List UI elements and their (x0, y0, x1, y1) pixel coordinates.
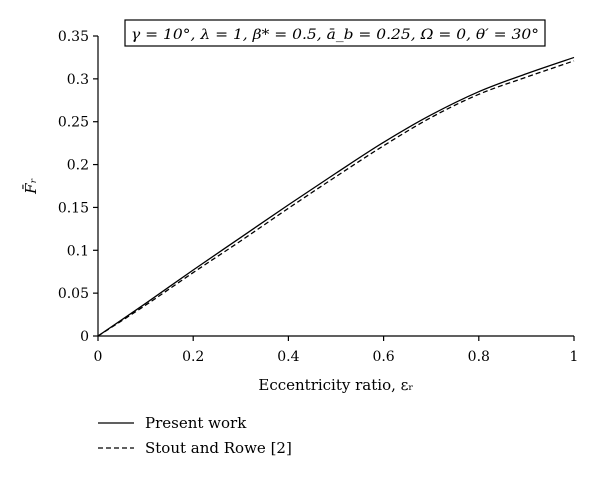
y-axis: 0 0.05 0.1 0.15 0.2 0.25 0.3 0.35 (58, 29, 99, 345)
x-tick-label: 0.4 (277, 349, 299, 365)
annotation-text: γ = 10°, λ = 1, β* = 0.5, ā_b = 0.25, Ω… (131, 27, 539, 43)
x-tick-label: 1 (570, 349, 579, 365)
x-axis: 0 0.2 0.4 0.6 0.8 1 (94, 335, 579, 365)
y-axis-title: F̄ᵣ (22, 178, 40, 195)
x-tick-label: 0.2 (182, 349, 204, 365)
y-tick-label: 0.25 (58, 115, 89, 131)
y-tick-label: 0 (80, 329, 89, 345)
parameter-annotation: γ = 10°, λ = 1, β* = 0.5, ā_b = 0.25, Ω… (124, 19, 546, 47)
series-line-present-work (97, 56, 575, 337)
x-tick-label: 0.8 (468, 349, 490, 365)
legend-label-stout-rowe: Stout and Rowe [2] (145, 439, 292, 457)
x-axis-title: Eccentricity ratio, εᵣ (258, 376, 413, 394)
y-tick-label: 0.05 (58, 286, 89, 302)
series-line-stout-rowe (97, 60, 575, 337)
plot-area (97, 56, 575, 337)
x-tick-label: 0 (94, 349, 103, 365)
legend: Present work Stout and Rowe [2] (98, 414, 292, 457)
y-tick-label: 0.3 (67, 72, 89, 88)
y-tick-label: 0.15 (58, 200, 89, 216)
x-tick-label: 0.6 (372, 349, 394, 365)
y-tick-label: 0.1 (67, 243, 89, 259)
legend-label-present-work: Present work (145, 414, 247, 432)
annotation-box (124, 19, 546, 47)
y-tick-label: 0.2 (67, 158, 89, 174)
y-tick-label: 0.35 (58, 29, 89, 45)
